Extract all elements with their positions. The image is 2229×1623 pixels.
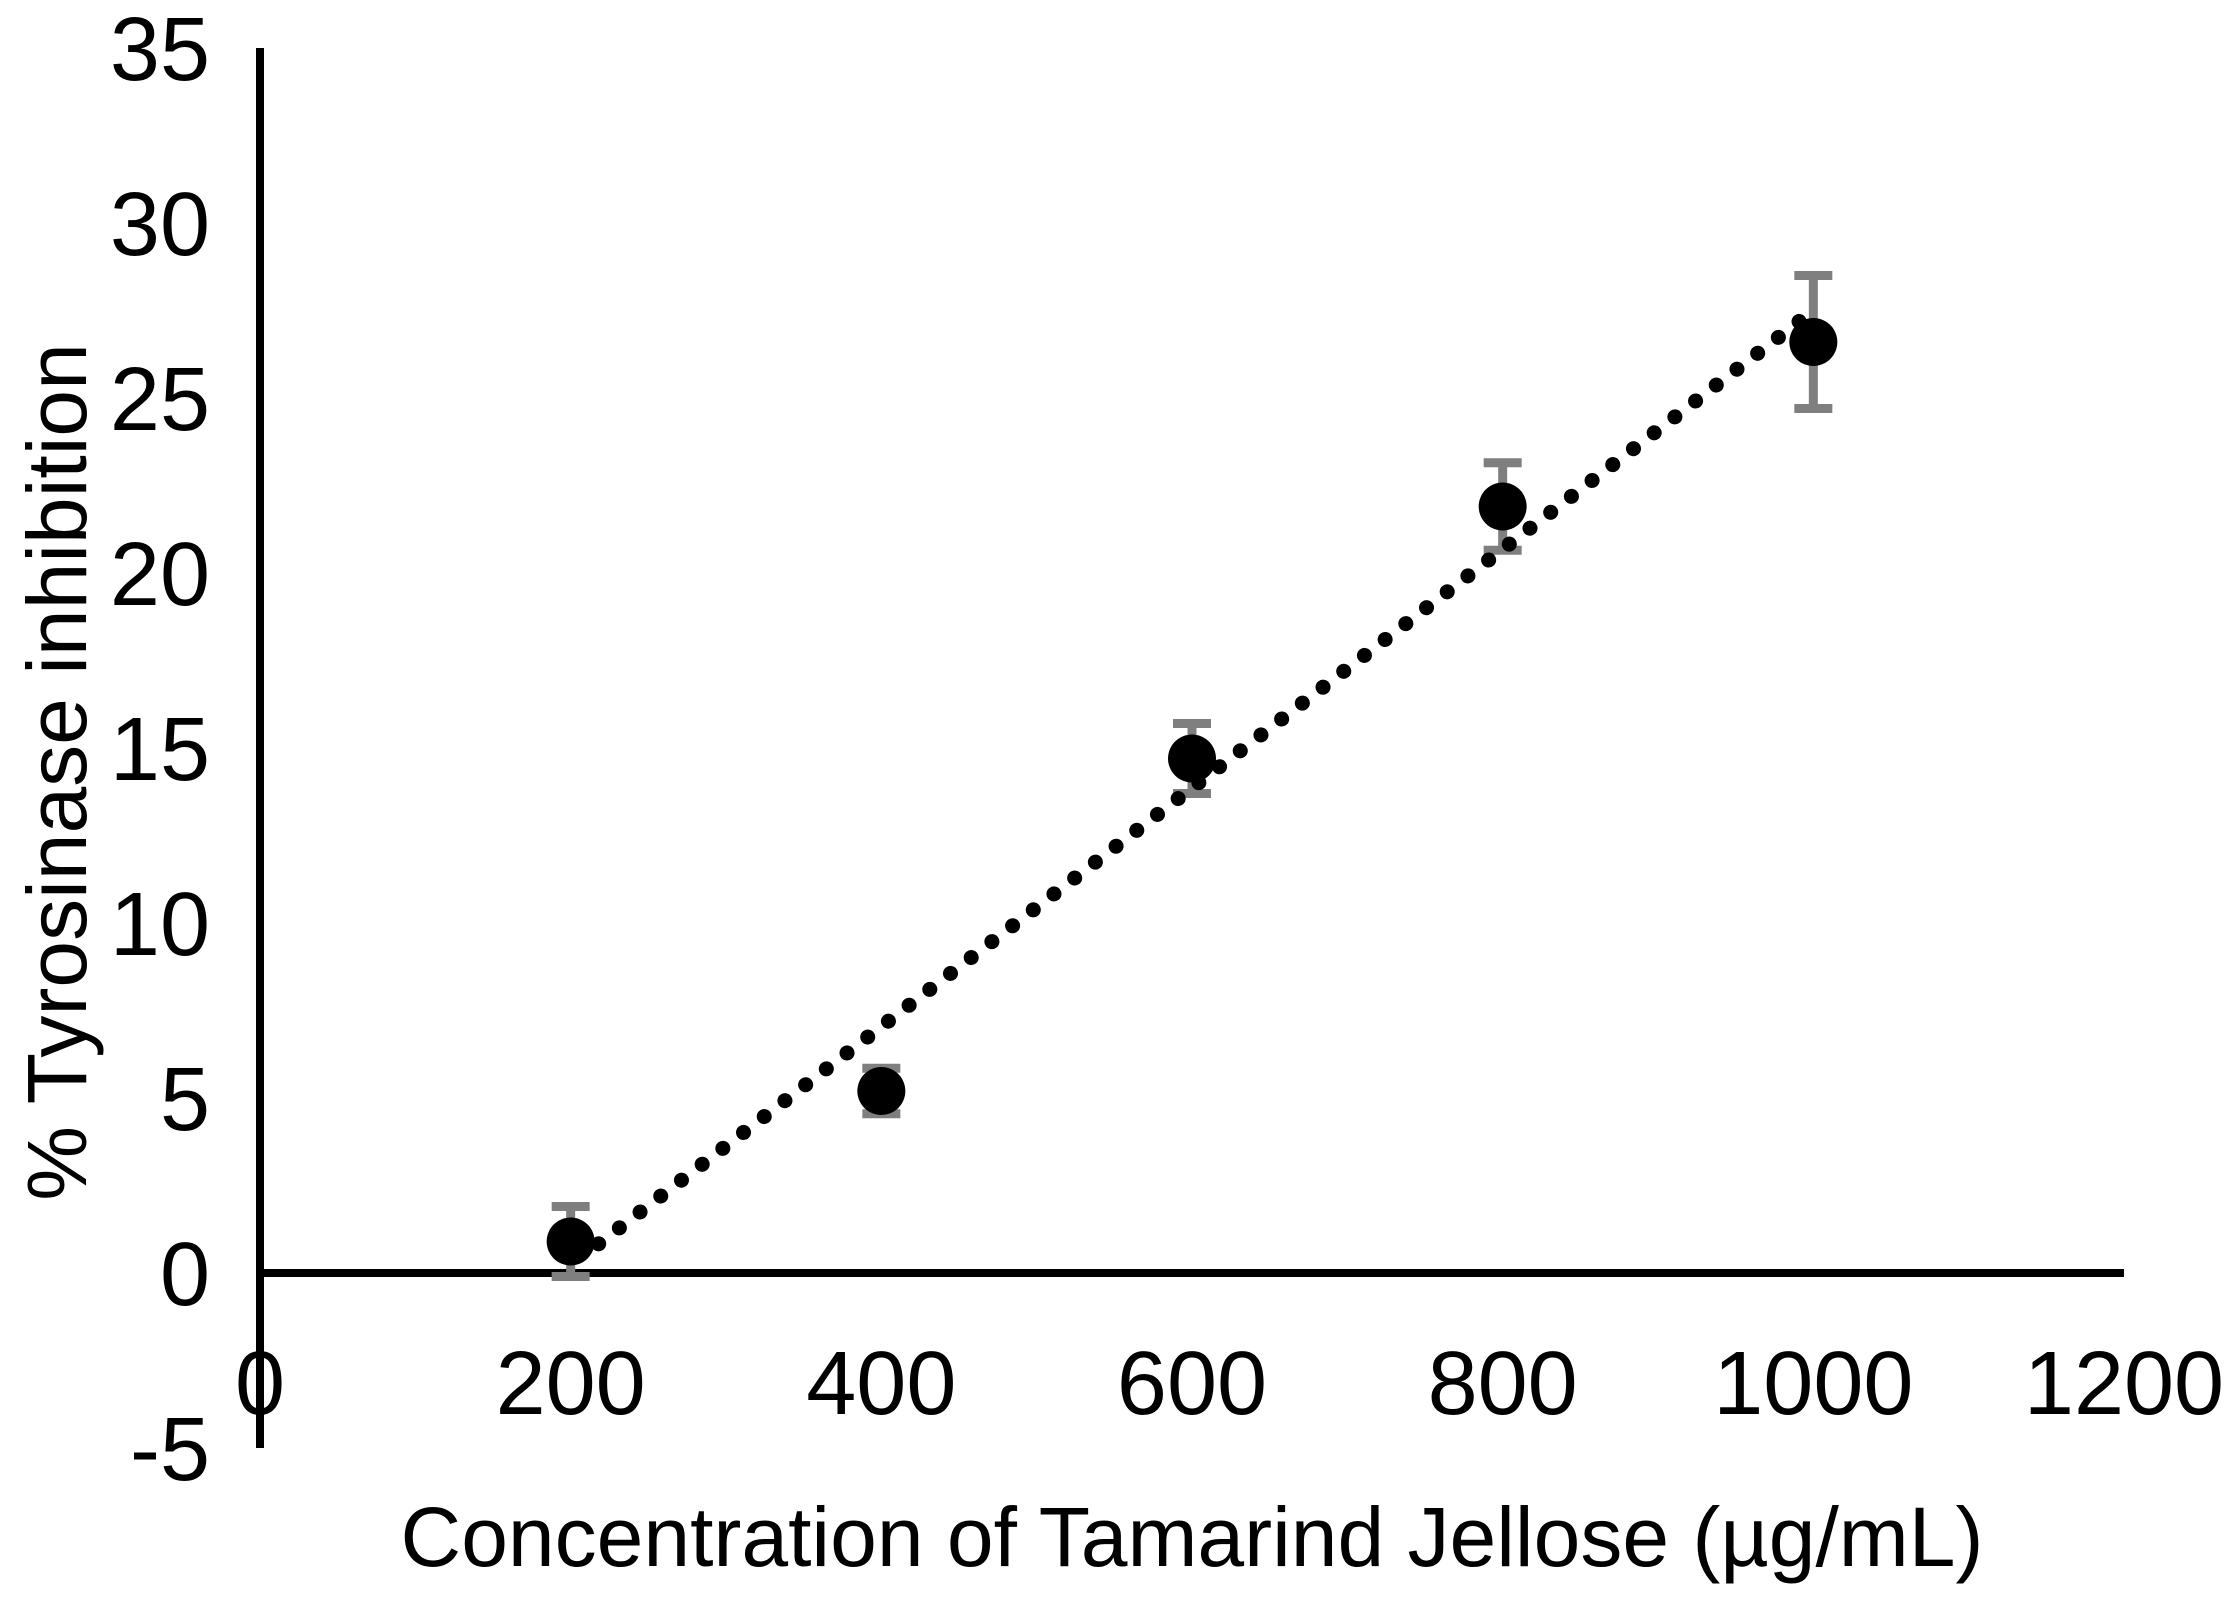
x-tick-label: 400 xyxy=(806,1334,956,1434)
y-tick-label: 20 xyxy=(110,525,210,625)
trendline xyxy=(591,300,1824,1252)
y-tick-label: 0 xyxy=(160,1225,210,1325)
x-tick-label: 600 xyxy=(1117,1334,1267,1434)
x-tick-label: 800 xyxy=(1428,1334,1578,1434)
x-axis-title: Concentration of Tamarind Jellose (µg/mL… xyxy=(400,1490,1984,1584)
data-point-marker xyxy=(1789,318,1838,366)
x-tick-label: 0 xyxy=(235,1334,285,1434)
x-tick-label: 1200 xyxy=(2024,1334,2224,1434)
y-tick-label: 25 xyxy=(110,350,210,450)
y-axis-title: % Tyrosinase inhibition xyxy=(10,343,104,1201)
y-tick-label: 35 xyxy=(110,0,210,100)
y-tick-label: 30 xyxy=(110,175,210,275)
data-point-marker xyxy=(1478,482,1527,531)
x-tick-label: 1000 xyxy=(1713,1334,1913,1434)
x-tick-label: 200 xyxy=(496,1334,646,1434)
y-tick-label: 5 xyxy=(160,1050,210,1150)
y-tick-label: -5 xyxy=(130,1400,210,1500)
data-point-marker xyxy=(1168,734,1216,783)
data-point-marker xyxy=(546,1217,595,1266)
y-tick-label: 10 xyxy=(110,875,210,975)
y-tick-label: 15 xyxy=(110,700,210,800)
data-point-marker xyxy=(857,1067,906,1115)
